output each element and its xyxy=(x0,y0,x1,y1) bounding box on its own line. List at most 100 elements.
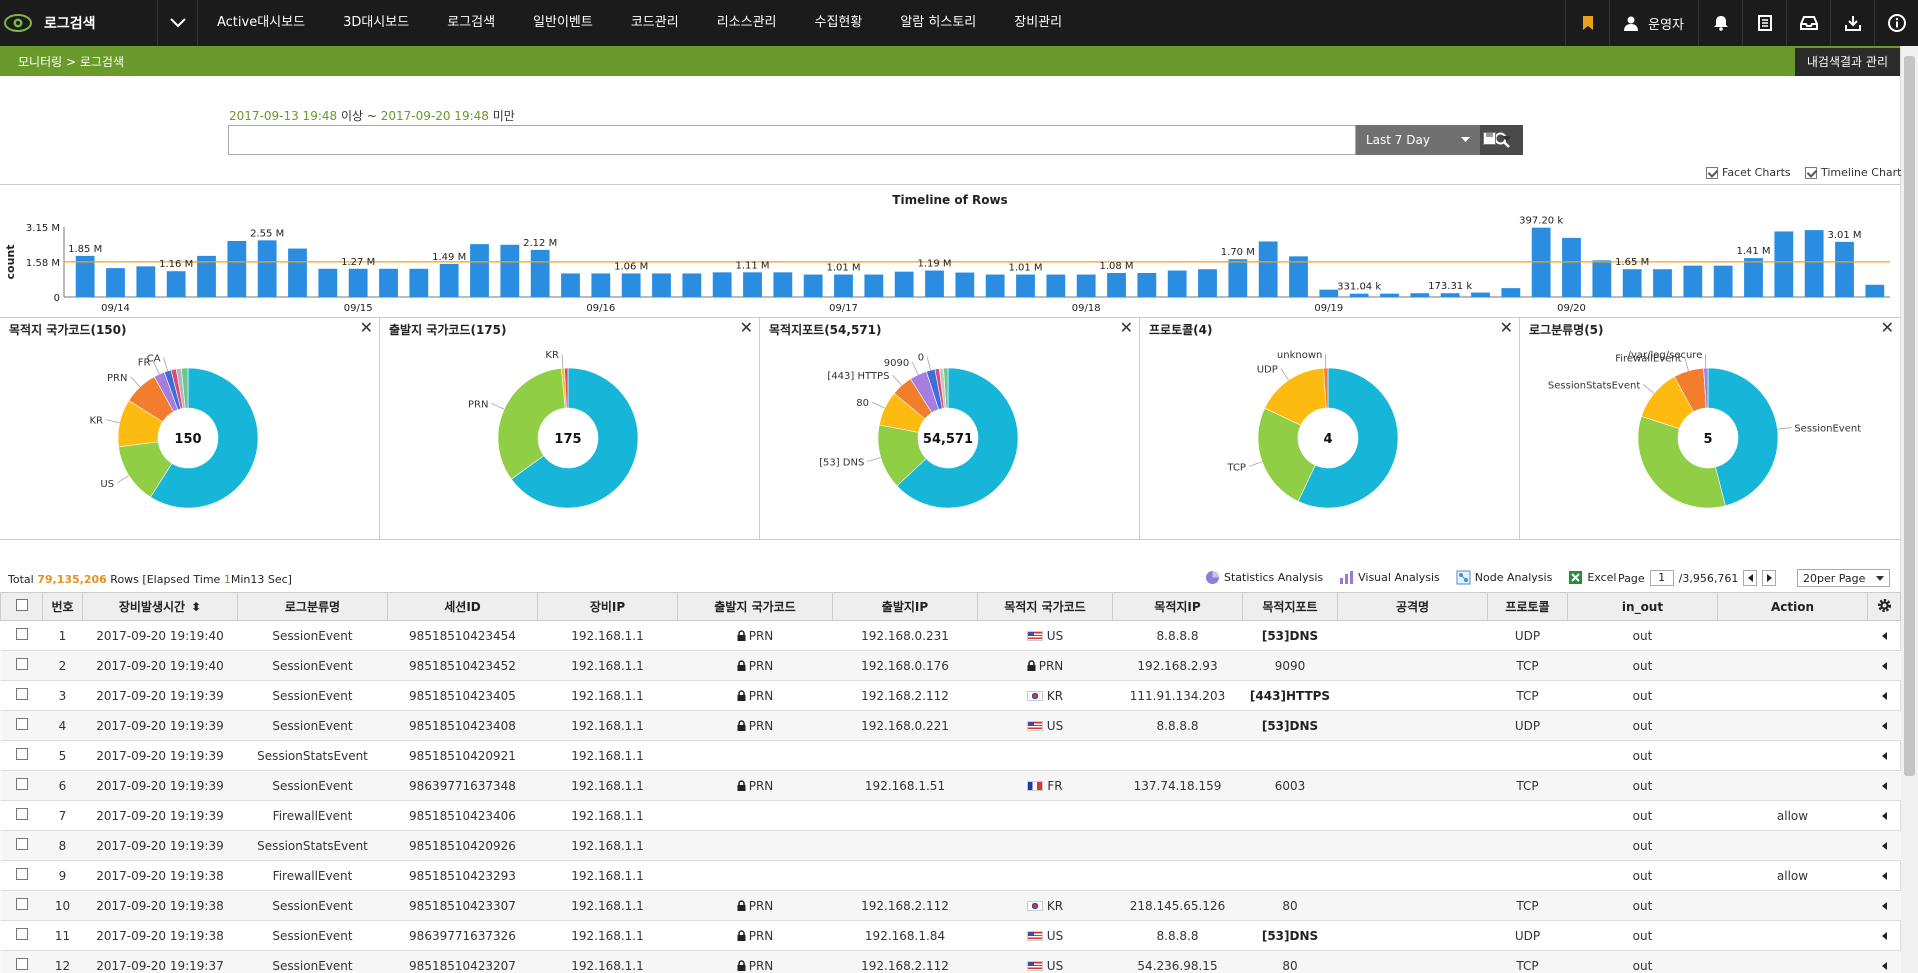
timeline-bar[interactable] xyxy=(1046,274,1066,297)
timeline-bar[interactable] xyxy=(925,270,944,297)
timeline-bar[interactable] xyxy=(652,273,671,297)
timeline-bar[interactable] xyxy=(743,272,762,297)
menu-item-3[interactable]: 일반이벤트 xyxy=(533,15,593,30)
column-header[interactable]: 공격명 xyxy=(1337,592,1488,621)
menu-item-2[interactable]: 로그검색 xyxy=(447,15,496,30)
bookmark-button[interactable] xyxy=(1565,0,1609,46)
timeline-bar[interactable] xyxy=(470,244,489,297)
next-page-button[interactable] xyxy=(1762,570,1777,586)
column-header[interactable]: 출발지IP xyxy=(832,592,978,621)
timeline-bar[interactable] xyxy=(1349,293,1369,297)
timeline-bar[interactable] xyxy=(166,271,186,297)
timeline-bar[interactable] xyxy=(1501,288,1521,297)
timeline-bar[interactable] xyxy=(1804,230,1824,297)
brand[interactable]: 로그검색 xyxy=(0,0,158,46)
caret-left-icon[interactable] xyxy=(1881,841,1887,850)
caret-left-icon[interactable] xyxy=(1881,961,1887,970)
timeline-bar[interactable] xyxy=(1167,270,1187,297)
my-search-results-button[interactable]: 내검색결과 관리 xyxy=(1794,48,1900,76)
column-header[interactable]: 로그분류명 xyxy=(237,592,388,621)
prev-page-button[interactable] xyxy=(1743,570,1758,586)
table-row[interactable]: 3 2017-09-20 19:19:39 SessionEvent 98518510… xyxy=(0,680,1901,711)
close-icon[interactable]: ✕ xyxy=(739,318,753,337)
column-header[interactable]: Action xyxy=(1717,592,1868,621)
table-row[interactable]: 1 2017-09-20 19:19:40 SessionEvent 98518510… xyxy=(0,620,1901,651)
row-checkbox[interactable] xyxy=(15,748,28,760)
timeline-bar[interactable] xyxy=(288,248,307,297)
timeline-bar[interactable] xyxy=(227,241,247,297)
caret-left-icon[interactable] xyxy=(1881,661,1887,670)
timeline-bar[interactable] xyxy=(773,272,793,297)
menu-item-1[interactable]: 3D대시보드 xyxy=(343,15,410,30)
timeline-bar[interactable] xyxy=(257,240,277,297)
row-checkbox[interactable] xyxy=(15,778,28,790)
table-row[interactable]: 7 2017-09-20 19:19:39 FirewallEvent 9851851… xyxy=(0,800,1901,831)
timeline-bar[interactable] xyxy=(1198,269,1217,297)
column-header[interactable]: 장비IP xyxy=(537,592,678,621)
timeline-bar[interactable] xyxy=(75,255,95,297)
row-checkbox[interactable] xyxy=(15,658,28,670)
caret-left-icon[interactable] xyxy=(1881,811,1887,820)
timeline-bar[interactable] xyxy=(803,274,823,297)
timeline-bar[interactable] xyxy=(197,255,216,297)
sort-icon[interactable]: ⬍ xyxy=(191,600,202,614)
row-checkbox[interactable] xyxy=(15,718,28,730)
timeline-bar[interactable] xyxy=(561,273,580,297)
timeline-bar[interactable] xyxy=(1228,259,1248,297)
timeline-bar[interactable] xyxy=(834,274,853,297)
info-button[interactable] xyxy=(1874,0,1918,46)
timeline-bar[interactable] xyxy=(1592,260,1612,297)
pie-slice[interactable] xyxy=(497,367,566,480)
row-checkbox[interactable] xyxy=(15,928,28,940)
close-icon[interactable]: ✕ xyxy=(359,318,373,337)
timeline-bar[interactable] xyxy=(136,266,156,297)
menu-item-0[interactable]: Active대시보드 xyxy=(217,15,306,30)
column-header[interactable] xyxy=(1867,592,1901,621)
timeline-bar[interactable] xyxy=(1076,274,1096,297)
timeline-bar[interactable] xyxy=(621,273,641,297)
download-button[interactable] xyxy=(1830,0,1874,46)
timeline-bar[interactable] xyxy=(1683,265,1703,297)
menu-item-4[interactable]: 코드관리 xyxy=(630,15,679,30)
alarm-button[interactable] xyxy=(1698,0,1742,46)
timeline-bar[interactable] xyxy=(348,268,368,297)
scrollbar-thumb[interactable] xyxy=(1904,56,1915,776)
row-checkbox[interactable] xyxy=(15,838,28,850)
menu-toggle-button[interactable] xyxy=(158,0,198,46)
table-row[interactable]: 9 2017-09-20 19:19:38 FirewallEvent 9851851… xyxy=(0,860,1901,891)
timeline-bar[interactable] xyxy=(1774,231,1794,297)
statistics-analysis-button[interactable]: Statistics Analysis xyxy=(1205,570,1323,585)
timeline-bar[interactable] xyxy=(1258,241,1278,297)
select-all-checkbox[interactable] xyxy=(15,599,28,611)
inbox-button[interactable] xyxy=(1786,0,1830,46)
timeline-bar[interactable] xyxy=(530,249,550,297)
caret-left-icon[interactable] xyxy=(1881,931,1887,940)
timeline-bar[interactable] xyxy=(1744,258,1763,297)
user-menu[interactable]: 운영자 xyxy=(1609,0,1698,46)
timeline-bar[interactable] xyxy=(1835,241,1854,297)
timeline-bar[interactable] xyxy=(985,274,1005,297)
timeline-bar[interactable] xyxy=(500,244,520,297)
excel-button[interactable]: Excel xyxy=(1568,570,1616,585)
menu-item-8[interactable]: 장비관리 xyxy=(1014,15,1063,30)
timeline-bar[interactable] xyxy=(682,273,702,297)
table-row[interactable]: 8 2017-09-20 19:19:39 SessionStatsEvent 985… xyxy=(0,830,1901,861)
timeline-chart-checkbox[interactable] xyxy=(1805,166,1817,179)
caret-left-icon[interactable] xyxy=(1881,721,1887,730)
caret-left-icon[interactable] xyxy=(1881,901,1887,910)
column-header[interactable]: 장비발생시간 ⬍ xyxy=(82,592,238,621)
timeline-bar[interactable] xyxy=(1471,292,1490,297)
per-page-select[interactable]: 20per Page xyxy=(1797,569,1890,587)
save-query-button[interactable] xyxy=(1483,132,1511,145)
page-scrollbar[interactable] xyxy=(1900,46,1918,973)
timeline-bar[interactable] xyxy=(1865,284,1885,297)
timeline-bar[interactable] xyxy=(955,272,975,297)
time-range-select[interactable]: Last 7 Day xyxy=(1356,125,1480,155)
caret-left-icon[interactable] xyxy=(1881,751,1887,760)
table-row[interactable]: 10 2017-09-20 19:19:38 SessionEvent 9851851… xyxy=(0,890,1901,921)
close-icon[interactable]: ✕ xyxy=(1499,318,1513,337)
caret-left-icon[interactable] xyxy=(1881,781,1887,790)
row-checkbox[interactable] xyxy=(15,898,28,910)
node-analysis-button[interactable]: Node Analysis xyxy=(1456,570,1552,585)
timeline-bar[interactable] xyxy=(379,268,398,297)
